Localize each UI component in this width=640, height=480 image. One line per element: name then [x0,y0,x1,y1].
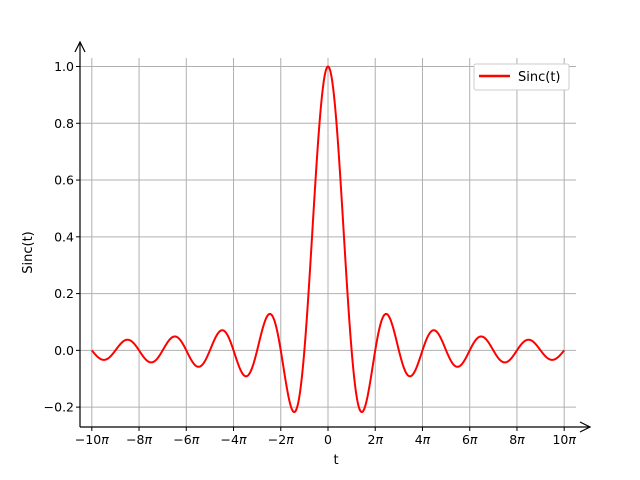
y-axis-arrow [74,40,86,53]
x-axis-arrow [579,421,592,433]
y-tick-label: 0.4 [54,229,74,244]
y-tick-label: 0.0 [54,343,74,358]
x-tick-label: 6π [462,432,478,447]
y-tick-label: −0.2 [44,400,74,415]
legend: Sinc(t) [473,63,570,91]
series-layer [90,65,566,414]
x-tick-label: −4π [221,432,247,447]
x-tick-label: 2π [367,432,383,447]
y-tick-label: 0.8 [54,116,74,131]
grid [80,58,576,427]
legend-entry-label: Sinc(t) [518,70,561,85]
y-axis-label: Sinc(t) [21,231,36,274]
x-tick-label: −6π [173,432,199,447]
x-tick-label: −10π [75,432,109,447]
x-tick-label: 0 [324,432,332,447]
x-axis-label: t [333,453,338,468]
x-tick-label: 4π [415,432,431,447]
x-tick-label: 10π [552,432,576,447]
y-tick-label: 1.0 [54,59,74,74]
y-tick-label: 0.6 [54,173,74,188]
x-tick-label: −2π [268,432,294,447]
series-line-sinc [90,65,566,414]
x-tick-label: 8π [509,432,525,447]
axes [74,40,592,433]
y-ticks: −0.2 0.0 0.2 0.4 0.6 0.8 1.0 [44,59,80,415]
y-tick-label: 0.2 [54,286,74,301]
x-tick-label: −8π [126,432,152,447]
legend-box [473,63,570,91]
x-ticks: −10π −8π −6π −4π −2π 0 2π 4π 6π 8π 10π [75,427,576,447]
